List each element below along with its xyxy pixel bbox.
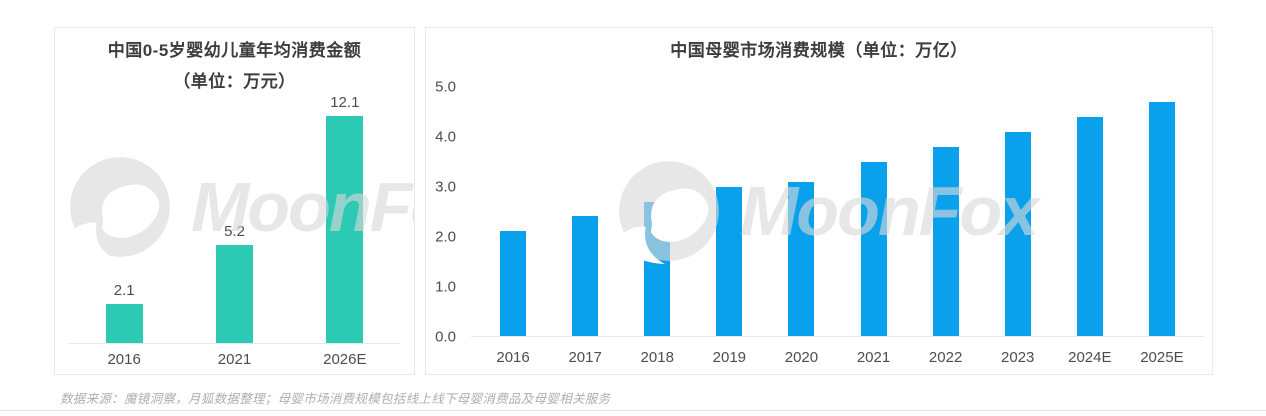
x-tick-label: 2023 (1001, 349, 1035, 366)
left-chart-title: 中国0-5岁婴幼儿童年均消费金额 (107, 41, 362, 60)
bar-group (693, 87, 765, 336)
bottom-divider (0, 410, 1266, 411)
bar-group: 12.1 (290, 94, 400, 343)
x-tick-label: 2016 (496, 349, 530, 366)
bar (572, 216, 599, 336)
bar-group (1054, 87, 1126, 336)
x-tick-label: 2018 (640, 349, 674, 366)
x-tick-label: 2025E (1140, 349, 1184, 366)
bar-value-label: 12.1 (330, 94, 360, 111)
bar (1148, 101, 1175, 336)
x-tick-label: 2024E (1068, 349, 1112, 366)
bar-group (477, 87, 549, 336)
bar (500, 231, 527, 336)
y-tick-label: 5.0 (435, 78, 456, 96)
y-tick-label: 1.0 (435, 278, 456, 296)
bar (860, 161, 887, 336)
right-chart-x-axis: 2016 2017 2018 2019 2020 2021 2022 2023 2024E 202… (471, 349, 1204, 366)
x-tick-label: 2021 (217, 351, 252, 368)
bar-group: 5.2 (179, 94, 289, 343)
bar (215, 245, 253, 343)
bar (1076, 116, 1103, 336)
x-tick-label: 2017 (568, 349, 602, 366)
right-chart-plot-area (471, 87, 1204, 337)
bar (932, 146, 959, 336)
left-chart-panel: 中国0-5岁婴幼儿童年均消费金额 （单位：万元） 2.1 5.2 12.1 2016… (54, 27, 415, 375)
bar (644, 201, 671, 336)
y-tick-label: 0.0 (435, 328, 456, 346)
bar-group (837, 87, 909, 336)
x-tick-label: 2026E (323, 351, 367, 368)
bar-value-label: 5.2 (224, 223, 245, 240)
y-tick-label: 3.0 (435, 178, 456, 196)
x-tick-label: 2016 (107, 351, 141, 368)
left-chart-plot-area: 2.1 5.2 12.1 (69, 94, 400, 344)
bar (326, 116, 364, 343)
x-tick-label: 2022 (928, 349, 963, 366)
bar-group: 2.1 (69, 94, 179, 343)
left-chart-x-axis: 2016 2021 2026E (69, 351, 400, 368)
right-chart-title: 中国母婴市场消费规模（单位：万亿） (670, 41, 968, 60)
bar-group (910, 87, 982, 336)
right-chart-panel: 中国母婴市场消费规模（单位：万亿） 0.0 1.0 2.0 3.0 4.0 5.0 201… (425, 27, 1213, 375)
y-tick-label: 4.0 (435, 128, 456, 146)
bar-group (549, 87, 621, 336)
bar (1004, 131, 1031, 336)
data-source-note: 数据来源：魔镜洞察，月狐数据整理；母婴市场消费规模包括线上线下母婴消费品及母婴相… (60, 392, 611, 406)
bar (716, 186, 743, 336)
x-tick-label: 2021 (856, 349, 891, 366)
bar-group (765, 87, 837, 336)
left-chart-subtitle: （单位：万元） (173, 72, 296, 91)
x-tick-label: 2020 (784, 349, 819, 366)
right-chart-y-axis: 0.0 1.0 2.0 3.0 4.0 5.0 (426, 79, 464, 346)
bar-value-label: 2.1 (113, 282, 135, 299)
bar-group (982, 87, 1054, 336)
bar-group (1126, 87, 1198, 336)
y-tick-label: 2.0 (435, 228, 456, 246)
bar (105, 304, 143, 343)
bar (788, 181, 815, 336)
bar-group (621, 87, 693, 336)
x-tick-label: 2019 (712, 349, 747, 366)
